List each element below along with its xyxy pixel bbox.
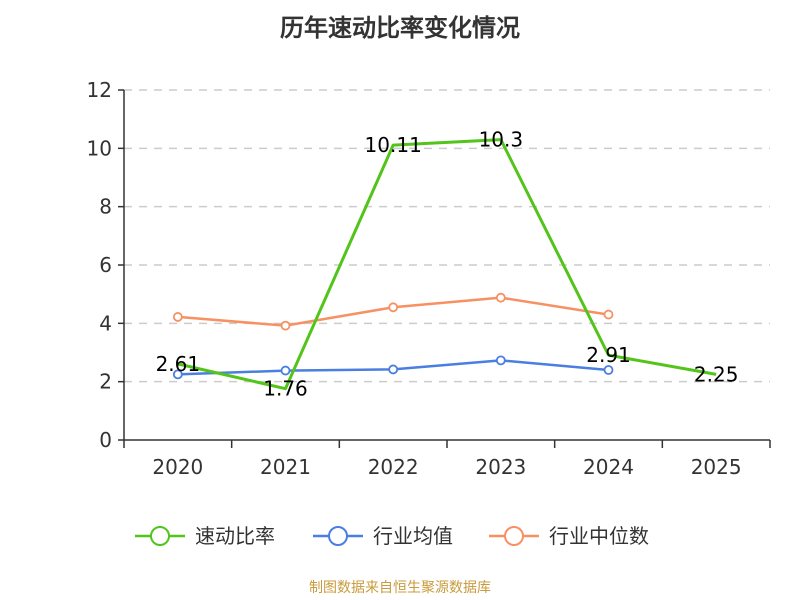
y-tick-label: 4 (99, 311, 112, 335)
data-point (172, 369, 183, 380)
series-line-0 (177, 138, 717, 391)
legend-marker (504, 526, 524, 546)
x-tick-label: 2023 (475, 455, 526, 479)
axes: 0 2 4 6 8 10 12 2020 2021 2022 2023 2024 2025 (87, 78, 771, 479)
legend-label[interactable]: 速动比率 (195, 524, 275, 548)
y-tick-label: 0 (99, 428, 112, 452)
data-label: 2.61 (156, 352, 201, 376)
y-tick-label: 6 (99, 253, 112, 277)
data-labels: 2.61 1.76 10.11 10.3 2.91 2.25 (156, 128, 739, 401)
data-point (172, 312, 183, 322)
y-tick-label: 8 (99, 195, 112, 219)
legend-marker (150, 526, 170, 546)
grid-lines (124, 89, 770, 383)
footer-source: 制图数据来自恒生聚源数据库 (309, 580, 491, 596)
series-lines (172, 138, 717, 391)
data-point (388, 302, 399, 313)
y-tick-label: 12 (87, 78, 112, 102)
x-tick-label: 2022 (368, 455, 419, 479)
data-point (280, 365, 291, 376)
x-tick-label: 2025 (691, 455, 742, 479)
data-label: 10.11 (365, 133, 422, 157)
legend-label[interactable]: 行业中位数 (549, 524, 649, 548)
legend-marker (328, 526, 348, 546)
y-tick-label: 10 (87, 136, 112, 160)
data-point (495, 292, 506, 303)
x-tick-label: 2024 (583, 455, 634, 479)
legend: 速动比率 行业均值 行业中位数 (135, 524, 649, 548)
legend-label[interactable]: 行业均值 (373, 524, 453, 548)
y-tick-label: 2 (99, 370, 112, 394)
data-point (495, 355, 506, 366)
data-point (603, 365, 614, 375)
data-label: 10.3 (479, 128, 524, 152)
data-point (603, 309, 614, 320)
data-label: 2.25 (694, 362, 739, 386)
x-tick-label: 2021 (260, 455, 311, 479)
x-tick-label: 2020 (152, 455, 203, 479)
chart-title: 历年速动比率变化情况 (280, 14, 520, 42)
data-label: 1.76 (263, 377, 308, 401)
data-label: 2.91 (586, 343, 631, 367)
data-point (388, 364, 399, 375)
data-point (280, 320, 291, 331)
